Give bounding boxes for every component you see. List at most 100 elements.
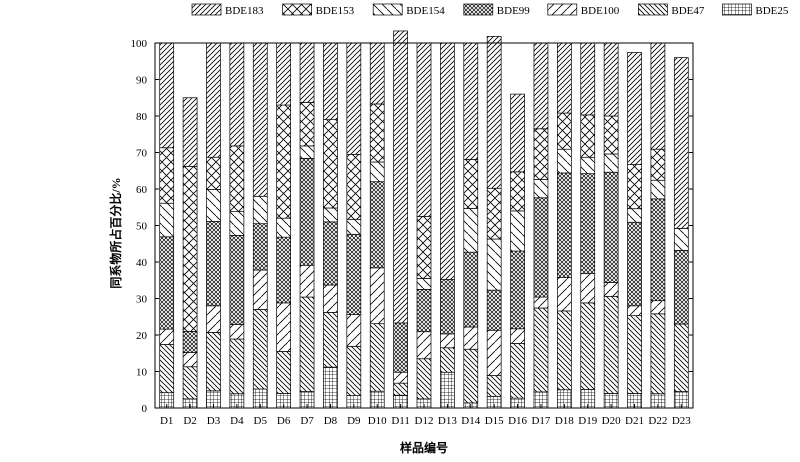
x-tick-label-d8: D8 <box>324 415 338 427</box>
bar-segment-bde100-d10 <box>369 267 385 325</box>
bar-segment-bde47-d14 <box>463 348 479 404</box>
bar-segment-bde183-d14 <box>463 42 479 160</box>
bar-segment-bde47-d9 <box>346 345 362 396</box>
x-tick-label-d5: D5 <box>254 415 268 427</box>
bar-segment-bde99-d5 <box>252 223 268 271</box>
bar-segment-bde153-d10 <box>369 103 385 163</box>
bar-segment-bde47-d5 <box>252 309 268 390</box>
bar-segment-bde100-d5 <box>252 269 268 310</box>
bar-segment-bde99-d3 <box>206 221 221 307</box>
bar-segment-bde154-d6 <box>276 217 291 238</box>
bar-segment-bde100-d13 <box>440 333 455 349</box>
bar-segment-bde183-d3 <box>206 42 221 158</box>
legend-swatch-bde25 <box>722 3 752 16</box>
bar-segment-bde99-d4 <box>229 235 245 325</box>
legend-swatch-bde153 <box>282 3 312 16</box>
bar-segment-bde47-d16 <box>510 343 525 399</box>
x-tick-label-d22: D22 <box>648 415 667 427</box>
bar-segment-bde183-d18 <box>556 42 572 114</box>
bar-segment-bde99-d12 <box>416 289 432 333</box>
bar-segment-bde154-d18 <box>556 148 572 174</box>
y-tick-label-60: 60 <box>136 184 148 196</box>
x-tick-label-d13: D13 <box>438 415 457 427</box>
bar-segment-bde47-d6 <box>276 351 291 394</box>
bar-segment-bde153-d20 <box>603 115 619 155</box>
bar-segment-bde99-d1 <box>159 236 175 330</box>
bar-segment-bde47-d23 <box>673 323 689 392</box>
bar-segment-bde47-d10 <box>369 323 385 392</box>
bar-segment-bde154-d1 <box>159 202 175 238</box>
bar-segment-bde154-d3 <box>206 189 221 222</box>
bar-segment-bde153-d14 <box>463 159 479 209</box>
legend-swatch-bde47 <box>638 3 668 16</box>
bar-segment-bde153-d18 <box>556 112 572 150</box>
y-tick-label-80: 80 <box>136 111 148 123</box>
bar-segment-bde99-d6 <box>276 236 291 304</box>
x-tick-label-d3: D3 <box>207 415 221 427</box>
legend-swatch-bde99 <box>463 3 494 16</box>
bar-segment-bde183-d1 <box>159 42 175 149</box>
bar-segment-bde154-d7 <box>299 145 315 159</box>
bar-segment-bde100-d20 <box>603 282 619 297</box>
bar-segment-bde154-d12 <box>416 278 432 290</box>
bar-segment-bde99-d23 <box>673 249 689 325</box>
bar-segment-bde100-d11 <box>393 371 408 384</box>
legend-label-bde25: BDE25 <box>755 5 789 17</box>
bar-segment-bde100-d1 <box>159 328 175 345</box>
y-tick-label-0: 0 <box>142 403 148 415</box>
y-tick-label-100: 100 <box>131 38 148 50</box>
y-tick-label-70: 70 <box>136 148 148 160</box>
bar-segment-bde154-d4 <box>229 211 245 236</box>
bar-segment-bde100-d14 <box>463 326 479 350</box>
bar-segment-bde47-d20 <box>603 295 619 394</box>
bar-segment-bde154-d20 <box>603 153 619 173</box>
bar-segment-bde47-d1 <box>159 344 175 394</box>
x-tick-label-d21: D21 <box>625 415 644 427</box>
bar-segment-bde154-d19 <box>580 156 596 175</box>
bar-segment-bde183-d6 <box>276 42 291 106</box>
x-tick-label-d19: D19 <box>578 415 597 427</box>
bar-segment-bde153-d15 <box>486 187 502 240</box>
bar-segment-bde100-d9 <box>346 314 362 347</box>
bar-segment-bde47-d15 <box>486 375 502 397</box>
bar-segment-bde47-d18 <box>556 310 572 391</box>
bar-segment-bde99-d10 <box>369 181 385 269</box>
bar-segment-bde47-d12 <box>416 358 432 400</box>
x-tick-label-d6: D6 <box>277 415 291 427</box>
bar-segment-bde47-d7 <box>299 296 315 392</box>
x-tick-label-d9: D9 <box>347 415 361 427</box>
legend-label-bde47: BDE47 <box>671 5 705 17</box>
x-tick-label-d12: D12 <box>415 415 434 427</box>
bar-segment-bde183-d10 <box>369 42 385 105</box>
bar-segment-bde99-d16 <box>510 250 525 330</box>
bar-segment-bde47-d17 <box>533 307 549 393</box>
y-tick-label-30: 30 <box>136 294 148 306</box>
bar-segment-bde99-d15 <box>486 289 502 331</box>
bar-segment-bde153-d17 <box>533 128 549 180</box>
bar-segment-bde99-d20 <box>603 171 619 283</box>
y-tick-label-50: 50 <box>136 221 148 233</box>
bar-segment-bde154-d9 <box>346 218 362 235</box>
bar-segment-bde99-d11 <box>393 322 408 373</box>
legend-swatch-bde100 <box>547 3 578 16</box>
y-tick-label-40: 40 <box>136 257 148 269</box>
bar-segment-bde154-d5 <box>252 195 268 225</box>
legend-label-bde100: BDE100 <box>581 5 620 17</box>
legend-label-bde154: BDE154 <box>406 5 445 17</box>
bar-segment-bde183-d5 <box>252 42 268 197</box>
bar-segment-bde183-d13 <box>440 42 455 280</box>
bar-segment-bde100-d2 <box>182 352 198 368</box>
x-tick-label-d4: D4 <box>230 415 244 427</box>
bar-segment-bde154-d17 <box>533 179 549 199</box>
bar-segment-bde153-d3 <box>206 156 221 190</box>
bar-segment-bde154-d23 <box>673 228 689 251</box>
bar-segment-bde183-d4 <box>229 42 245 147</box>
bar-segment-bde100-d3 <box>206 305 221 333</box>
bar-segment-bde99-d21 <box>627 221 642 307</box>
legend: BDE183 BDE153 BDE154 BDE99 BDE100 BDE47 BDE25 <box>191 3 789 17</box>
bar-segment-bde47-d4 <box>229 338 245 395</box>
bars <box>159 30 689 409</box>
bar-segment-bde183-d19 <box>580 42 596 116</box>
bar-segment-bde154-d15 <box>486 238 502 291</box>
x-tick-label-d18: D18 <box>555 415 574 427</box>
